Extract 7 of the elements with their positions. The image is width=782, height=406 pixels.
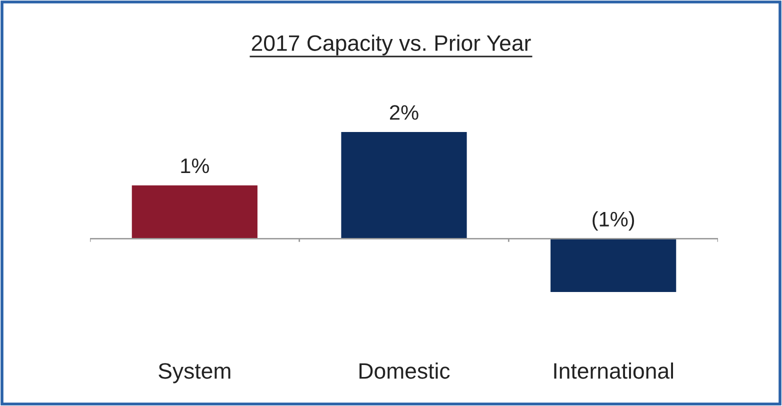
- x-tick-label: System: [158, 363, 230, 384]
- chart-title: 2017 Capacity vs. Prior Year: [252, 34, 531, 56]
- x-tick-label: Domestic: [360, 362, 450, 379]
- data-label: 2%: [390, 105, 418, 120]
- data-label: (1%): [592, 211, 634, 231]
- data-label: 1%: [181, 158, 209, 174]
- x-tick-label: International: [554, 362, 674, 379]
